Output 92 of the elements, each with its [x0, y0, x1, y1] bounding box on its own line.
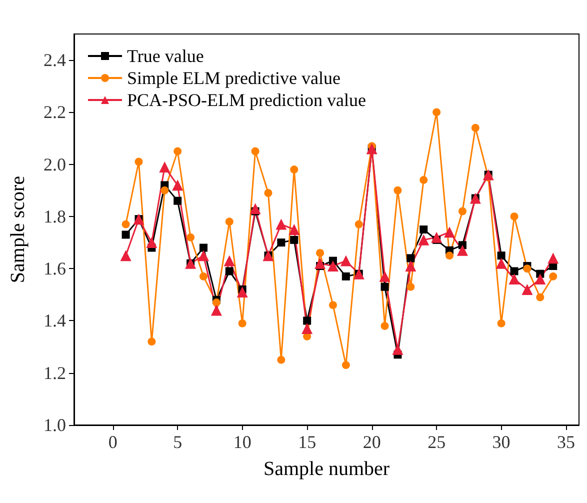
- x-tick-label: 35: [557, 432, 576, 452]
- point: [225, 218, 234, 226]
- x-tick-label: 5: [173, 432, 182, 452]
- point: [510, 267, 518, 276]
- y-tick-label: 2.2: [44, 102, 66, 122]
- point: [288, 224, 300, 235]
- point: [496, 258, 507, 269]
- legend-label: Simple ELM predictive value: [127, 68, 340, 88]
- x-tick-label: 15: [298, 432, 316, 452]
- point: [405, 260, 416, 272]
- point: [497, 319, 506, 328]
- x-tick-label: 10: [233, 432, 252, 452]
- legend-label: True value: [127, 46, 204, 66]
- point: [354, 220, 363, 228]
- point: [549, 272, 558, 280]
- point: [420, 226, 428, 234]
- point: [199, 244, 208, 252]
- x-axis-title: Sample number: [263, 458, 390, 480]
- point: [302, 323, 313, 334]
- point: [536, 293, 544, 302]
- point: [186, 233, 195, 242]
- y-tick-label: 1.0: [44, 415, 66, 435]
- y-tick-label: 2.4: [44, 50, 66, 70]
- point: [380, 282, 389, 291]
- point: [236, 286, 248, 298]
- point: [342, 361, 350, 370]
- point: [327, 260, 338, 272]
- point: [418, 234, 430, 246]
- point: [134, 158, 143, 166]
- point: [316, 248, 324, 257]
- y-axis-title: Sample score: [7, 176, 29, 284]
- y-tick-label: 1.4: [44, 310, 66, 331]
- point: [159, 161, 170, 172]
- point: [328, 301, 337, 310]
- point: [122, 220, 130, 228]
- point: [290, 236, 298, 244]
- y-tick-label: 1.8: [44, 206, 66, 226]
- point: [148, 338, 156, 346]
- point: [522, 284, 533, 295]
- point: [251, 147, 260, 156]
- legend-label: PCA-PSO-ELM prediction value: [127, 90, 366, 110]
- x-tick-label: 30: [492, 432, 510, 452]
- point: [225, 267, 234, 276]
- y-tick-label: 1.6: [44, 258, 66, 279]
- point: [471, 124, 480, 132]
- x-tick-label: 25: [428, 432, 446, 452]
- point: [340, 255, 352, 266]
- point: [392, 344, 404, 355]
- point: [276, 218, 287, 230]
- point: [198, 250, 209, 262]
- y-tick-label: 2.0: [44, 154, 66, 174]
- point: [277, 356, 286, 364]
- point: [548, 252, 559, 264]
- point: [174, 147, 182, 156]
- point: [497, 252, 506, 260]
- point: [290, 166, 298, 174]
- x-tick-label: 20: [362, 432, 381, 452]
- point: [264, 189, 272, 198]
- point: [444, 226, 456, 238]
- x-tick-label: 0: [108, 432, 118, 452]
- point: [380, 322, 389, 330]
- point: [303, 316, 312, 325]
- point: [238, 319, 246, 328]
- point: [224, 255, 235, 266]
- point: [406, 254, 415, 262]
- point: [160, 186, 169, 194]
- point: [146, 237, 158, 248]
- point: [379, 270, 390, 282]
- point: [458, 207, 466, 216]
- point: [199, 272, 208, 280]
- point: [431, 232, 442, 243]
- point: [172, 180, 184, 191]
- point: [250, 203, 261, 214]
- point: [446, 252, 454, 260]
- point: [120, 250, 132, 262]
- point: [508, 274, 520, 285]
- point: [277, 238, 286, 247]
- point: [456, 244, 468, 256]
- point: [314, 258, 326, 269]
- point: [406, 282, 415, 291]
- point: [212, 298, 220, 306]
- y-tick-label: 1.2: [44, 362, 66, 383]
- point: [174, 196, 182, 205]
- point: [534, 274, 546, 285]
- point: [432, 108, 441, 116]
- point: [342, 272, 350, 280]
- point: [510, 212, 518, 220]
- point: [523, 264, 532, 273]
- point: [122, 230, 130, 239]
- point: [210, 304, 222, 316]
- point: [420, 176, 428, 184]
- point: [394, 186, 402, 194]
